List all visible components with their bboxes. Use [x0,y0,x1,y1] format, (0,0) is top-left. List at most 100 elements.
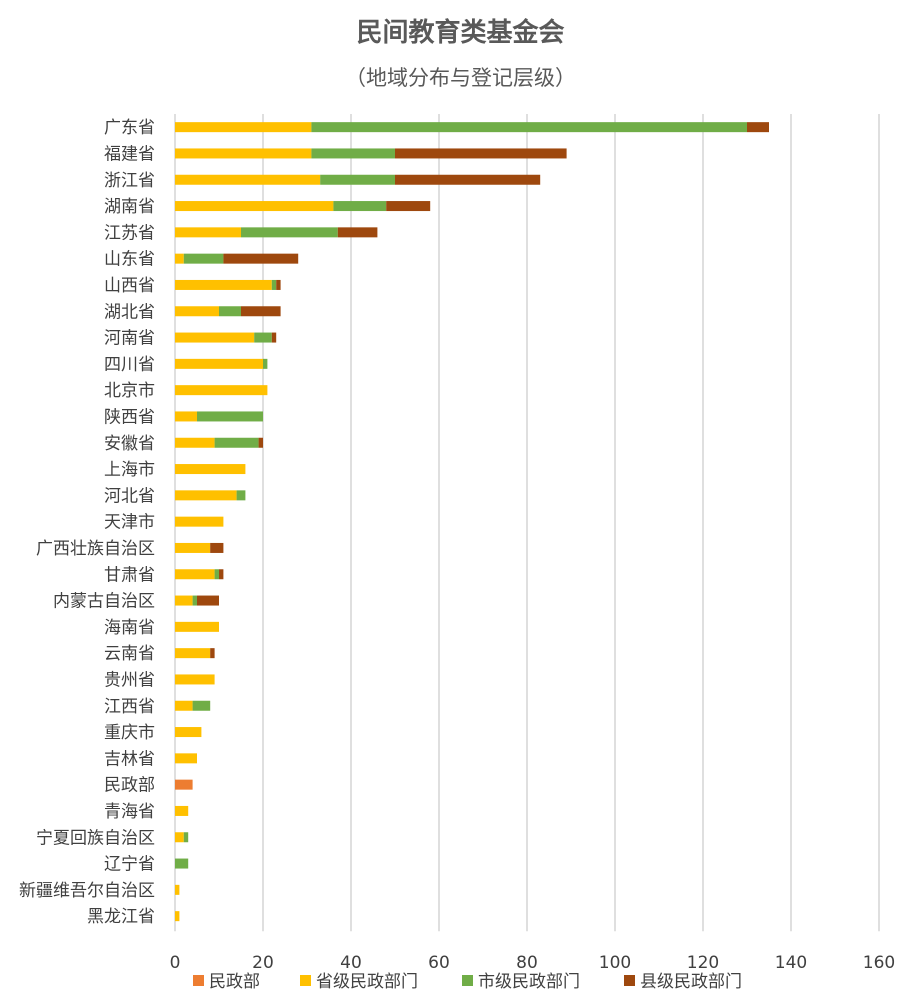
category-label: 北京市 [104,381,155,401]
bar-segment [192,700,211,711]
bar-segment [320,174,395,185]
bar-segment [183,832,189,843]
category-label: 陕西省 [104,407,155,427]
bar-segment [337,227,378,238]
bar-segment [175,279,272,290]
category-label: 云南省 [104,644,155,664]
bar-segment [175,621,219,632]
category-label: 甘肃省 [104,565,155,585]
category-label: 贵州省 [104,670,155,690]
bar-segment [395,148,567,159]
bar-segment [175,884,180,895]
bar-segment [175,464,246,475]
category-label: 湖南省 [104,197,155,217]
legend-label: 省级民政部门 [316,972,418,992]
bar-segment [210,648,215,659]
bar-segment [175,174,321,185]
legend-swatch [193,975,204,986]
category-label: 广西壮族自治区 [36,539,155,559]
x-tick-label: 0 [170,953,181,973]
bar-segment [175,122,312,133]
bar-segment [197,595,219,606]
x-tick-label: 120 [687,953,719,973]
bar-segment [276,279,281,290]
bar-segment [175,648,211,659]
legend-swatch [300,975,311,986]
bar-segment [175,779,193,790]
bar-segment [241,306,281,317]
category-label: 海南省 [104,618,155,638]
bar-segment [175,201,334,212]
bar-segment [271,279,277,290]
category-label: 宁夏回族自治区 [36,828,155,848]
bar-segment [175,358,263,369]
x-tick-label: 160 [863,953,895,973]
bar-segment [175,911,180,922]
bar-segment [333,201,387,212]
bar-segment [175,542,211,553]
x-tick-label: 140 [775,953,807,973]
category-label: 吉林省 [104,749,155,769]
bar-segment [175,727,202,738]
bar-segment [223,253,299,264]
category-label: 辽宁省 [104,855,155,875]
category-label: 山东省 [104,250,155,270]
bar-segment [175,490,237,501]
bar-segment [197,411,263,422]
bar-segment [236,490,246,501]
x-tick-label: 40 [340,953,362,973]
bar-segment [311,122,747,133]
legend-swatch [624,975,635,986]
legend-swatch [462,975,473,986]
category-label: 新疆维吾尔自治区 [19,881,155,901]
category-label: 上海市 [104,460,155,480]
bar-segment [175,753,197,764]
legend-label: 市级民政部门 [478,972,580,992]
category-label: 山西省 [104,276,155,296]
category-label: 河北省 [104,486,155,506]
bar-segment [175,674,215,685]
bar-segment [271,332,277,343]
category-label: 福建省 [104,144,155,164]
bar-segment [175,858,189,869]
category-label: 黑龙江省 [87,907,155,927]
bar-segment [175,332,255,343]
bar-segment [311,148,395,159]
x-tick-label: 80 [516,953,538,973]
bar-segment [747,122,769,133]
bar-segment [386,201,431,212]
chart-title: 民间教育类基金会 [356,18,565,48]
legend-label: 民政部 [209,972,260,992]
category-label: 四川省 [104,355,155,375]
x-tick-label: 60 [428,953,450,973]
bar-segment [175,832,184,843]
bar-segment [214,569,219,580]
bar-segment [175,227,241,238]
legend-label: 县级民政部门 [640,972,742,992]
bar-segment [258,437,263,448]
bar-segment [210,542,224,553]
bar-segment [192,595,197,606]
category-label: 广东省 [104,118,155,138]
bar-segment [395,174,541,185]
category-label: 安徽省 [104,434,155,454]
bar-segment [175,306,219,317]
bar-segment [175,700,193,711]
bar-segment [183,253,224,264]
bar-segment [219,569,224,580]
category-label: 湖北省 [104,302,155,322]
bar-segment [263,358,268,369]
bar-segment [214,437,259,448]
bar-segment [175,385,268,396]
category-label: 河南省 [104,329,155,349]
bar-segment [175,148,312,159]
bar-segment [175,569,215,580]
category-label: 浙江省 [104,171,155,191]
chart-subtitle: （地域分布与登记层级） [345,66,576,90]
category-label: 重庆市 [104,723,155,743]
bar-segment [241,227,338,238]
bar-segment [175,411,197,422]
category-label: 青海省 [104,802,155,822]
